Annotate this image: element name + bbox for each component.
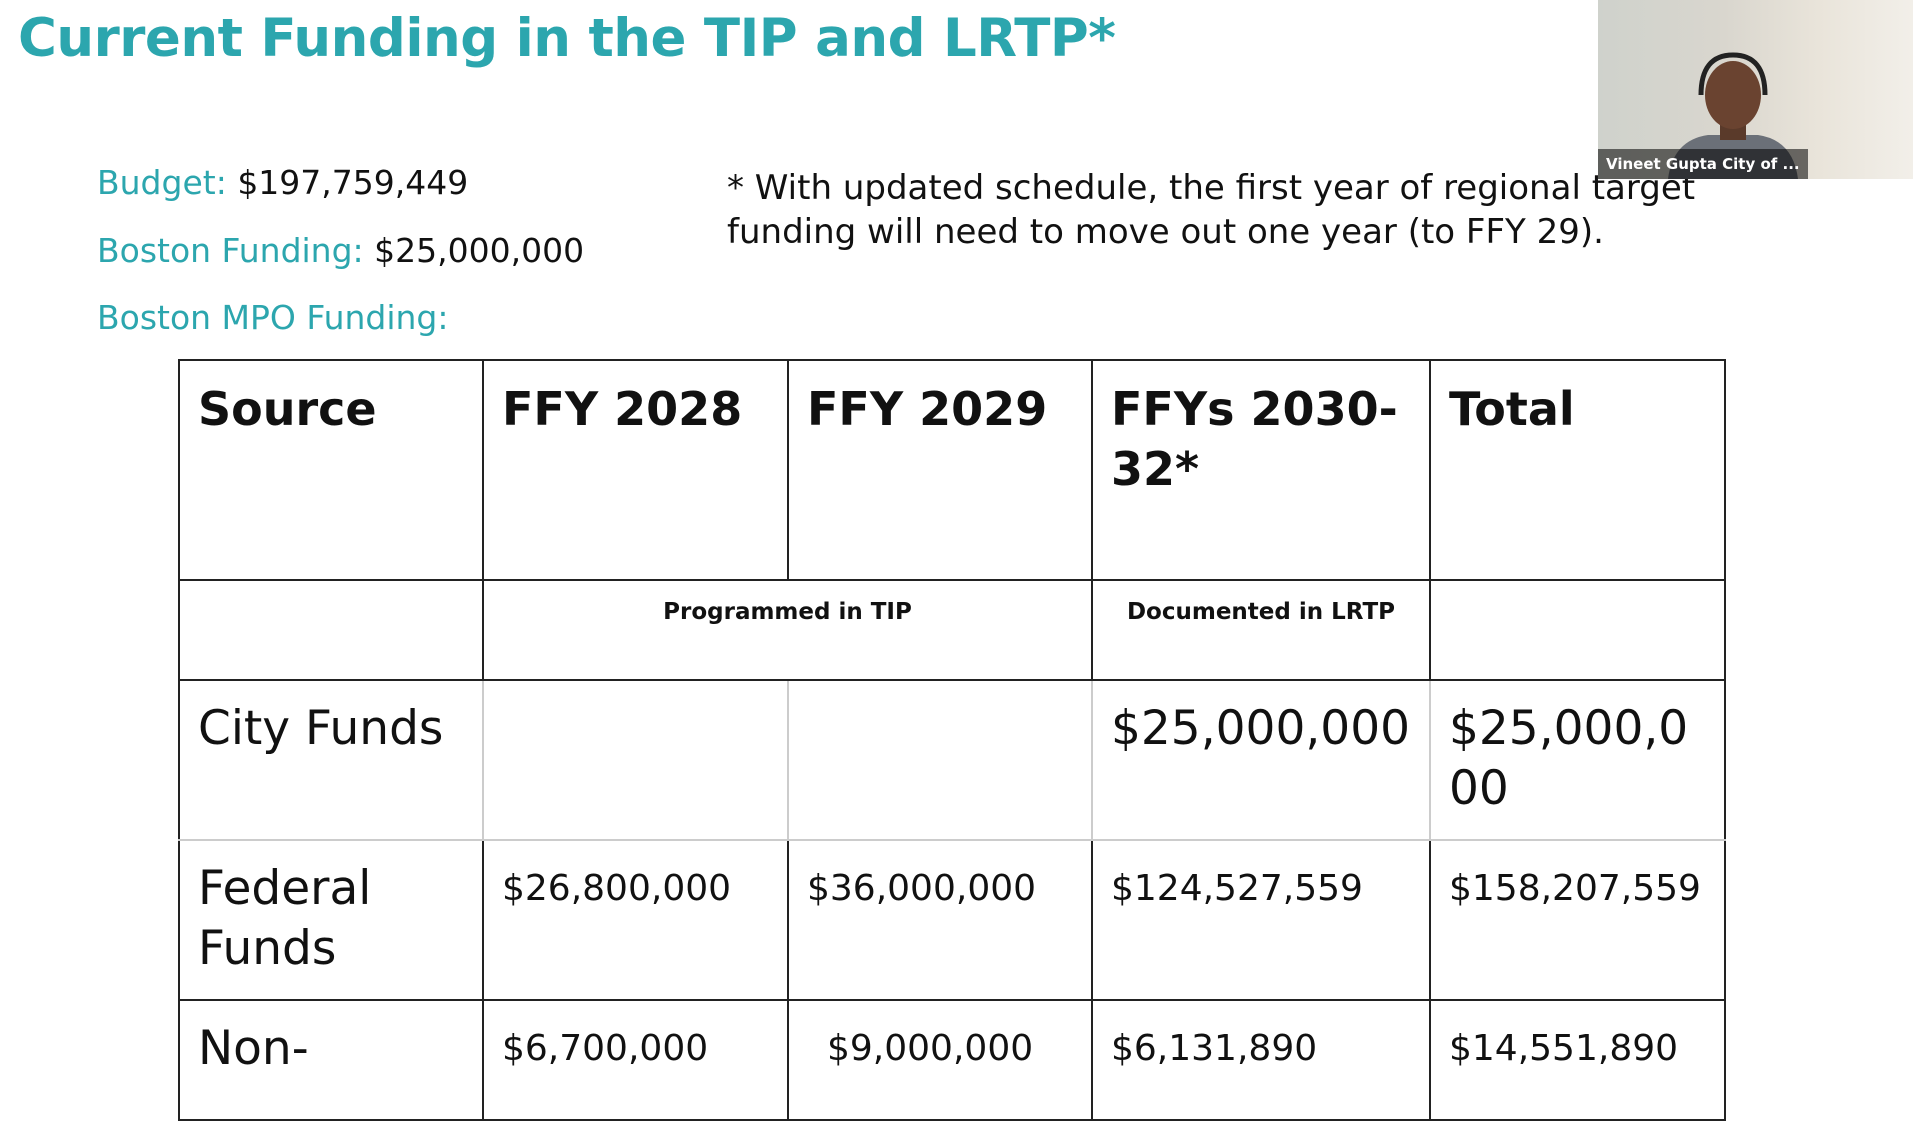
subheader-lrtp: Documented in LRTP <box>1091 579 1431 681</box>
table-header-row: Source FFY 2028 FFY 2029 FFYs 2030-32* T… <box>178 359 1726 581</box>
cell-ffy2030-32: $25,000,000 <box>1091 679 1431 841</box>
cell-ffy2029: $36,000,000 <box>787 839 1093 1001</box>
subheader-empty <box>178 579 484 681</box>
cell-ffy2028 <box>482 679 789 841</box>
cell-total: $158,207,559 <box>1429 839 1726 1001</box>
cell-ffy2030-32: $6,131,890 <box>1091 999 1431 1121</box>
row-source: Non- <box>178 999 484 1121</box>
budget-value: $197,759,449 <box>237 163 469 202</box>
cell-total: $25,000,000 <box>1429 679 1726 841</box>
boston-mpo-line: Boston MPO Funding: <box>97 298 449 337</box>
cell-total: $14,551,890 <box>1429 999 1726 1121</box>
row-source: City Funds <box>178 679 484 841</box>
table-row: City Funds $25,000,000 $25,000,000 <box>178 679 1726 841</box>
funding-table: Source FFY 2028 FFY 2029 FFYs 2030-32* T… <box>178 359 1726 1121</box>
subheader-tip: Programmed in TIP <box>482 579 1093 681</box>
budget-label: Budget: <box>97 163 227 202</box>
header-total: Total <box>1429 359 1726 581</box>
slide-title: Current Funding in the TIP and LRTP* <box>18 8 1116 69</box>
boston-mpo-label: Boston MPO Funding: <box>97 298 449 337</box>
cell-ffy2028: $6,700,000 <box>482 999 789 1121</box>
header-ffy2029: FFY 2029 <box>787 359 1093 581</box>
boston-funding-line: Boston Funding: $25,000,000 <box>97 231 584 270</box>
table-row: Non- $6,700,000 $9,000,000 $6,131,890 $1… <box>178 999 1726 1121</box>
table-row: Federal Funds $26,800,000 $36,000,000 $1… <box>178 839 1726 1001</box>
subheader-empty <box>1429 579 1726 681</box>
budget-line: Budget: $197,759,449 <box>97 163 468 202</box>
header-ffy2030-32: FFYs 2030-32* <box>1091 359 1431 581</box>
participant-video[interactable]: Vineet Gupta City of ... <box>1598 0 1913 179</box>
row-source: Federal Funds <box>178 839 484 1001</box>
header-ffy2028: FFY 2028 <box>482 359 789 581</box>
boston-funding-value: $25,000,000 <box>374 231 585 270</box>
participant-name: Vineet Gupta City of ... <box>1598 149 1808 179</box>
cell-ffy2029 <box>787 679 1093 841</box>
cell-ffy2028: $26,800,000 <box>482 839 789 1001</box>
header-source: Source <box>178 359 484 581</box>
table-subheader-row: Programmed in TIP Documented in LRTP <box>178 579 1726 681</box>
boston-funding-label: Boston Funding: <box>97 231 364 270</box>
cell-ffy2030-32: $124,527,559 <box>1091 839 1431 1001</box>
schedule-note: * With updated schedule, the first year … <box>727 168 1696 252</box>
cell-ffy2029: $9,000,000 <box>787 999 1093 1121</box>
